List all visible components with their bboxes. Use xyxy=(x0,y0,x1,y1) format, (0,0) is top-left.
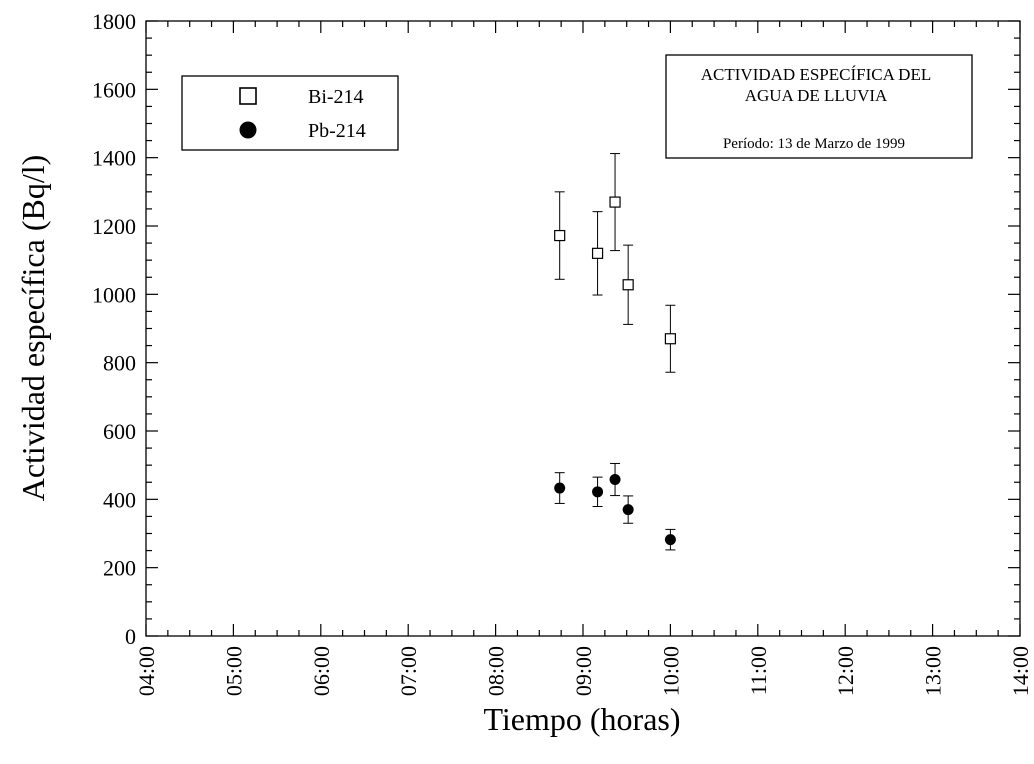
y-axis-title: Actividad específica (Bq/l) xyxy=(15,155,51,502)
y-tick-label: 1800 xyxy=(92,9,136,34)
legend-label-bi214: Bi-214 xyxy=(308,86,364,108)
legend-label-pb214: Pb-214 xyxy=(308,120,366,142)
x-tick-label: 09:00 xyxy=(571,646,596,696)
y-tick-label: 0 xyxy=(125,624,136,649)
tick-marks xyxy=(145,20,1021,637)
data-point xyxy=(554,482,566,494)
x-tick-label: 08:00 xyxy=(484,646,509,696)
x-tick-labels: 04:00 05:00 06:00 07:00 08:00 09:00 10:00 11:00… xyxy=(134,646,1033,696)
x-tick-label: 10:00 xyxy=(658,646,683,696)
data-point xyxy=(591,247,604,259)
x-tick-label: 11:00 xyxy=(746,646,771,695)
y-tick-label: 1400 xyxy=(92,146,136,171)
y-tick-label: 200 xyxy=(103,556,136,581)
y-tick-labels: 0 200 400 600 800 1000 1200 1400 1600 1800 xyxy=(92,9,136,649)
legend-box xyxy=(181,75,399,151)
y-tick-label: 1200 xyxy=(92,214,136,239)
title-period: Período: 13 de Marzo de 1999 xyxy=(723,136,905,152)
data-point xyxy=(592,486,604,498)
y-tick-label: 1000 xyxy=(92,282,136,307)
legend-marker-pb214 xyxy=(239,121,257,139)
title-box-frame xyxy=(665,54,973,159)
data-point xyxy=(664,534,676,546)
data-point xyxy=(622,279,634,291)
x-tick-label: 07:00 xyxy=(396,646,421,696)
series-layer xyxy=(554,153,677,551)
x-tick-label: 12:00 xyxy=(833,646,858,696)
x-tick-label: 04:00 xyxy=(134,646,159,696)
y-tick-label: 600 xyxy=(103,419,136,444)
y-tick-label: 400 xyxy=(103,487,136,512)
title-line-1: ACTIVIDAD ESPECÍFICA DEL xyxy=(701,65,931,84)
data-point xyxy=(609,474,621,486)
title-box: ACTIVIDAD ESPECÍFICA DEL AGUA DE LLUVIA … xyxy=(665,54,973,159)
data-point xyxy=(609,196,621,208)
data-point xyxy=(622,504,634,516)
x-axis-title: Tiempo (horas) xyxy=(483,701,680,737)
data-point xyxy=(554,229,566,242)
x-tick-label: 13:00 xyxy=(921,646,946,696)
y-tick-label: 1600 xyxy=(92,77,136,102)
title-line-2: AGUA DE LLUVIA xyxy=(745,86,888,105)
series-pb-214 xyxy=(554,462,676,551)
series-bi-214 xyxy=(554,153,677,373)
x-tick-label: 06:00 xyxy=(309,646,334,696)
legend-marker-bi214 xyxy=(239,87,257,105)
data-point xyxy=(664,333,677,345)
y-tick-label: 800 xyxy=(103,351,136,376)
x-tick-label: 05:00 xyxy=(221,646,246,696)
x-tick-label: 14:00 xyxy=(1008,646,1033,696)
legend: Bi-214 Pb-214 xyxy=(181,75,399,151)
